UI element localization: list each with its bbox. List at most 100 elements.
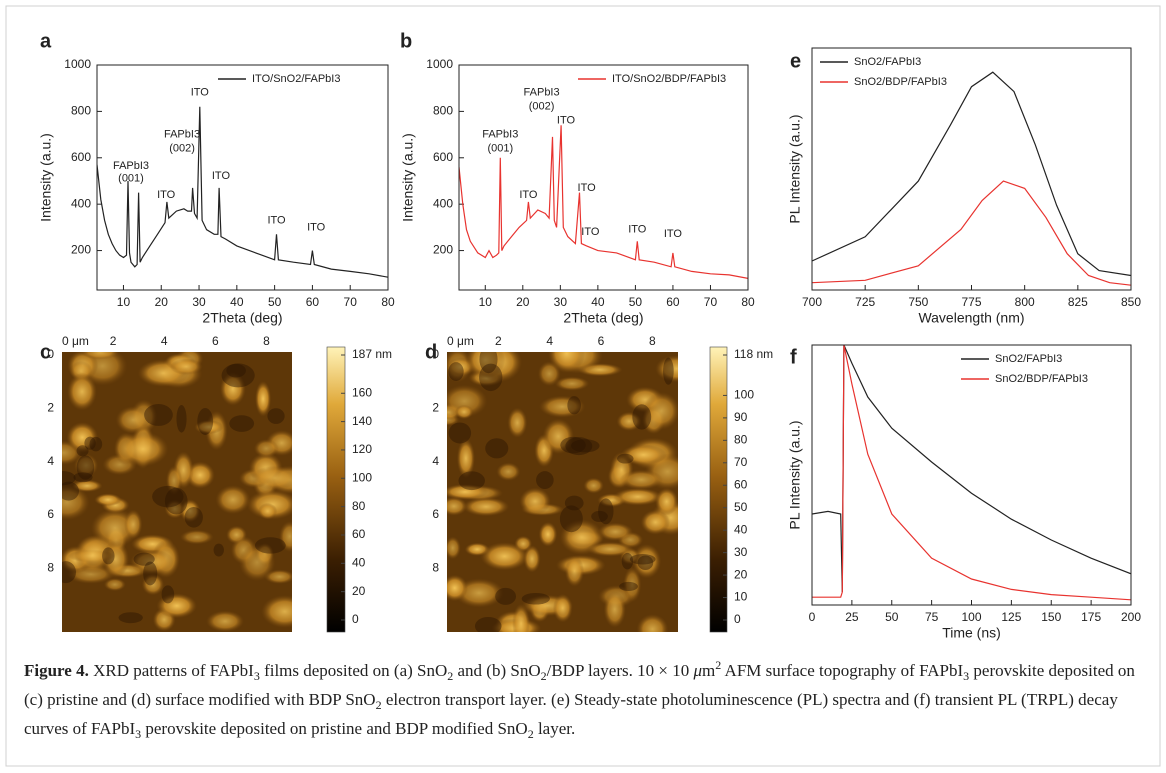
x-tick-label: 8: [649, 334, 656, 348]
y-axis-label: Intensity (a.u.): [400, 133, 416, 222]
afm-pit: [89, 436, 103, 452]
caption-text: XRD patterns of FAPbI: [88, 661, 254, 680]
colorbar: [326, 346, 346, 633]
x-tick-label: 60: [306, 295, 320, 309]
x-tick-label: 25: [845, 610, 859, 624]
series-line: [812, 345, 1131, 593]
colorbar-tick-label: 40: [352, 555, 366, 569]
afm-grain: [115, 405, 151, 434]
afm-grain: [180, 529, 214, 545]
y-tick-label: 6: [432, 507, 439, 521]
afm-grain: [597, 522, 634, 541]
afm-pit: [184, 506, 203, 528]
afm-grain: [447, 496, 468, 516]
afm-pit: [76, 455, 95, 480]
afm-grain: [619, 469, 663, 490]
afm-grain: [66, 422, 99, 453]
annotation: FAPbI3: [482, 128, 518, 140]
afm-pit: [617, 453, 634, 464]
panel-label: c: [40, 341, 51, 363]
afm-grain: [67, 372, 97, 411]
colorbar-tick-label: 20: [734, 567, 748, 581]
afm-grain: [179, 499, 201, 523]
x-tick-label: 4: [161, 334, 168, 348]
annotation: ITO: [212, 170, 231, 182]
y-tick-label: 400: [433, 196, 453, 210]
series-line: [812, 345, 1131, 601]
afm-grain: [258, 502, 278, 520]
afm-pit: [571, 439, 600, 453]
afm-pit: [176, 405, 187, 433]
panel-label: a: [40, 30, 52, 52]
caption-text: electron transport layer. (e) Steady-sta…: [24, 690, 1118, 738]
afm-pit: [479, 352, 498, 374]
y-axis-label: PL Intensity (a.u.): [787, 114, 803, 223]
panel-label: e: [790, 50, 801, 72]
y-tick-label: 1000: [426, 57, 453, 71]
afm-grain: [279, 521, 292, 552]
caption-sub: 3: [253, 669, 260, 683]
caption-text: perovskite deposited on (c) pristine and…: [24, 661, 1135, 709]
y-tick-label: 600: [433, 150, 453, 164]
caption-sub: 2: [375, 698, 382, 712]
x-tick-label: 50: [268, 295, 282, 309]
afm-grain: [640, 509, 671, 535]
afm-pit: [62, 470, 76, 486]
afm-pit: [62, 481, 79, 501]
colorbar-tick-label: 118 nm: [734, 347, 773, 361]
x-tick-label: 60: [666, 295, 680, 309]
colorbar-tick-label: 0: [352, 612, 359, 626]
x-tick-label: 200: [1121, 610, 1141, 624]
y-tick-label: 6: [47, 507, 54, 521]
caption-label: Figure 4.: [24, 661, 89, 680]
x-tick-label: 20: [155, 295, 169, 309]
afm-pit: [619, 581, 638, 591]
afm-pit: [133, 552, 155, 566]
afm-pit: [591, 510, 608, 522]
afm-pit: [559, 505, 583, 533]
plot-frame: [96, 64, 389, 291]
y-tick-label: 0: [432, 347, 439, 361]
panel-label: d: [425, 341, 437, 363]
afm-grain: [169, 358, 203, 375]
afm-grain: [462, 497, 510, 517]
afm-grain: [519, 487, 551, 516]
colorbar-tick-label: 80: [734, 433, 748, 447]
afm-grain: [554, 376, 590, 391]
caption-italic: μ: [693, 661, 703, 680]
x-tick-label: 0: [809, 610, 816, 624]
caption-text: layer.: [533, 719, 576, 738]
afm-grain: [261, 595, 292, 628]
x-axis-label: Time (ns): [942, 625, 1001, 641]
afm-grain: [94, 493, 122, 507]
caption-sub: 2: [447, 669, 454, 683]
y-tick-label: 600: [71, 150, 91, 164]
afm-grain: [456, 438, 475, 479]
x-tick-label: 80: [381, 295, 395, 309]
afm-pit: [621, 552, 634, 570]
y-tick-label: 800: [433, 104, 453, 118]
afm-grain: [655, 487, 678, 516]
afm-pit: [161, 585, 175, 604]
afm-grain: [71, 479, 103, 492]
x-tick-label: 775: [961, 295, 981, 309]
panel-label: b: [400, 30, 412, 52]
afm-grain: [496, 462, 521, 481]
figure-frame: [5, 5, 1161, 767]
afm-pit: [637, 555, 654, 571]
colorbar: [709, 346, 728, 633]
annotation: FAPbI3: [113, 160, 149, 172]
x-tick-label: 10: [479, 295, 493, 309]
plot-frame: [811, 344, 1132, 606]
series-line: [812, 180, 1131, 286]
annotation: ITO: [307, 221, 326, 233]
afm-pit: [474, 616, 502, 632]
x-tick-label: 0 μm: [62, 334, 89, 348]
colorbar-tick-label: 90: [734, 410, 748, 424]
afm-grain: [194, 419, 224, 435]
legend-label: SnO2/FAPbI3: [995, 353, 1062, 365]
annotation: ITO: [628, 224, 647, 236]
afm-grain: [465, 352, 506, 379]
afm-grain: [238, 543, 276, 582]
annotation: ITO: [557, 115, 576, 127]
